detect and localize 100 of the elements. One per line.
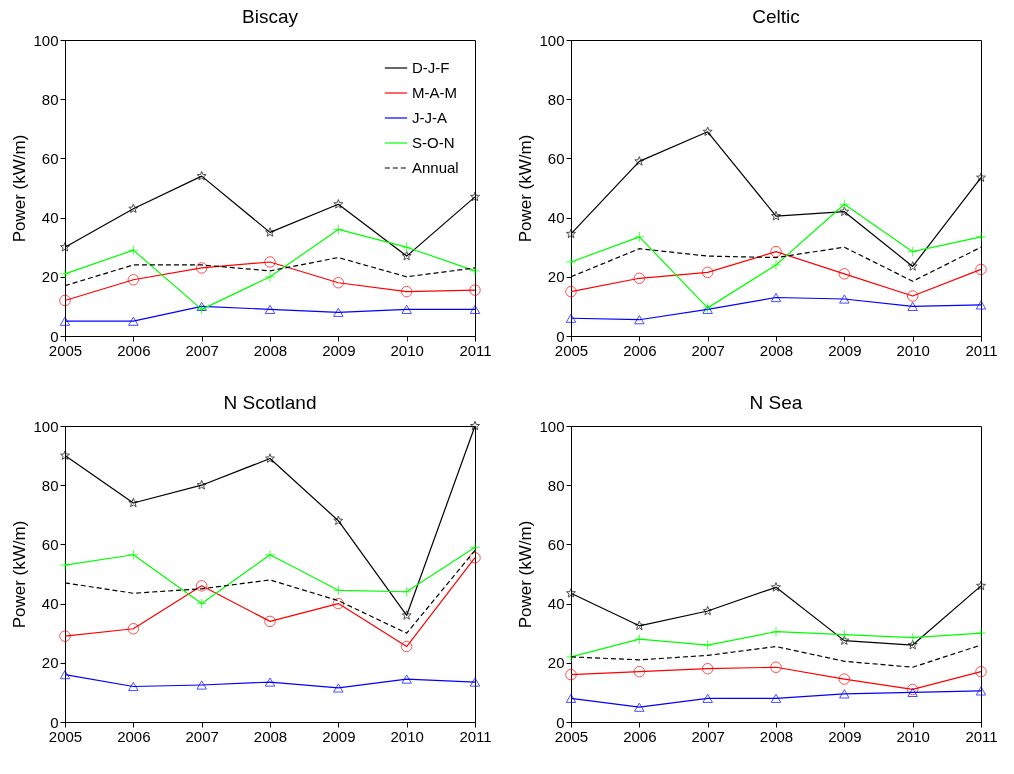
point — [770, 693, 782, 703]
point — [975, 665, 987, 678]
y-tick-label: 60 — [41, 149, 59, 167]
chart-title: Biscay — [242, 6, 299, 27]
y-tick-label: 60 — [547, 535, 565, 553]
point — [264, 304, 276, 314]
point — [401, 586, 412, 597]
x-tick-label: 2010 — [896, 341, 930, 359]
point — [634, 231, 645, 243]
x-tick-label: 2010 — [896, 727, 930, 745]
point — [975, 686, 987, 696]
point — [634, 702, 645, 712]
x-tick-label: 2006 — [117, 341, 151, 359]
point — [701, 662, 714, 675]
point — [127, 623, 140, 635]
x-tick-label: 2008 — [759, 727, 794, 745]
point — [975, 300, 987, 310]
point — [906, 290, 919, 302]
x-tick-label: 2010 — [390, 341, 424, 359]
point — [701, 266, 714, 279]
y-axis-title: Power (kW/m) — [10, 134, 30, 243]
point — [975, 627, 987, 639]
point — [59, 268, 71, 280]
point — [469, 542, 481, 553]
point — [770, 259, 782, 271]
point — [770, 245, 782, 258]
point — [907, 632, 918, 643]
point — [400, 640, 413, 653]
x-tick-label: 2007 — [185, 727, 219, 745]
y-tick-label: 40 — [547, 209, 565, 227]
x-tick-label: 2009 — [322, 727, 356, 745]
point — [264, 271, 276, 283]
point — [469, 420, 481, 431]
x-tick-label: 2011 — [965, 341, 998, 359]
point — [59, 670, 71, 680]
point — [333, 515, 344, 526]
point — [332, 276, 345, 289]
point — [839, 629, 850, 640]
point — [401, 241, 412, 253]
point — [633, 665, 646, 678]
point — [127, 274, 140, 286]
point — [634, 620, 645, 631]
point — [907, 639, 918, 650]
point — [264, 227, 276, 237]
point — [195, 262, 208, 274]
x-tick-label: 2010 — [390, 727, 424, 745]
point — [565, 668, 577, 681]
point — [264, 453, 276, 463]
point — [634, 315, 645, 325]
point — [770, 582, 782, 592]
point — [128, 203, 139, 214]
point — [907, 687, 918, 698]
x-tick-label: 2006 — [623, 341, 657, 359]
point — [702, 639, 713, 651]
point — [401, 610, 412, 620]
legend-label: D-J-F — [412, 59, 450, 76]
line-series — [64, 256, 476, 287]
x-tick-label: 2009 — [322, 341, 356, 359]
point — [565, 588, 577, 598]
point — [565, 285, 577, 298]
point — [59, 630, 71, 642]
y-tick-label: 100 — [33, 31, 59, 49]
chart-title: N Scotland — [223, 392, 317, 413]
point — [401, 674, 412, 684]
x-tick-label: 2009 — [828, 727, 862, 745]
y-tick-label: 80 — [547, 90, 565, 108]
y-tick-label: 40 — [41, 595, 59, 613]
x-tick-label: 2008 — [253, 341, 288, 359]
point — [333, 224, 344, 235]
point — [839, 294, 850, 304]
y-tick-label: 20 — [41, 268, 59, 286]
point — [975, 231, 987, 243]
point — [401, 250, 412, 261]
point — [770, 661, 782, 673]
point — [565, 693, 577, 703]
point — [702, 693, 713, 703]
point — [264, 549, 276, 560]
x-tick-label: 2011 — [459, 341, 492, 359]
legend-label: S-O-N — [412, 134, 455, 151]
point — [839, 689, 850, 699]
point — [400, 285, 413, 298]
chart-title: N Sea — [749, 392, 803, 413]
x-tick-label: 2007 — [691, 727, 725, 745]
point — [469, 191, 481, 202]
y-tick-label: 60 — [41, 535, 59, 553]
point — [839, 635, 850, 645]
point — [907, 301, 918, 312]
point — [770, 292, 782, 303]
y-tick-label: 100 — [33, 417, 59, 435]
point — [975, 172, 987, 182]
point — [333, 585, 344, 596]
point — [565, 313, 577, 323]
point — [333, 307, 344, 317]
point — [633, 272, 646, 285]
point — [907, 246, 918, 257]
legend-label: Annual — [412, 159, 459, 176]
point — [59, 241, 71, 252]
point — [264, 256, 276, 268]
y-tick-label: 100 — [539, 31, 565, 49]
x-tick-label: 2008 — [253, 727, 288, 745]
